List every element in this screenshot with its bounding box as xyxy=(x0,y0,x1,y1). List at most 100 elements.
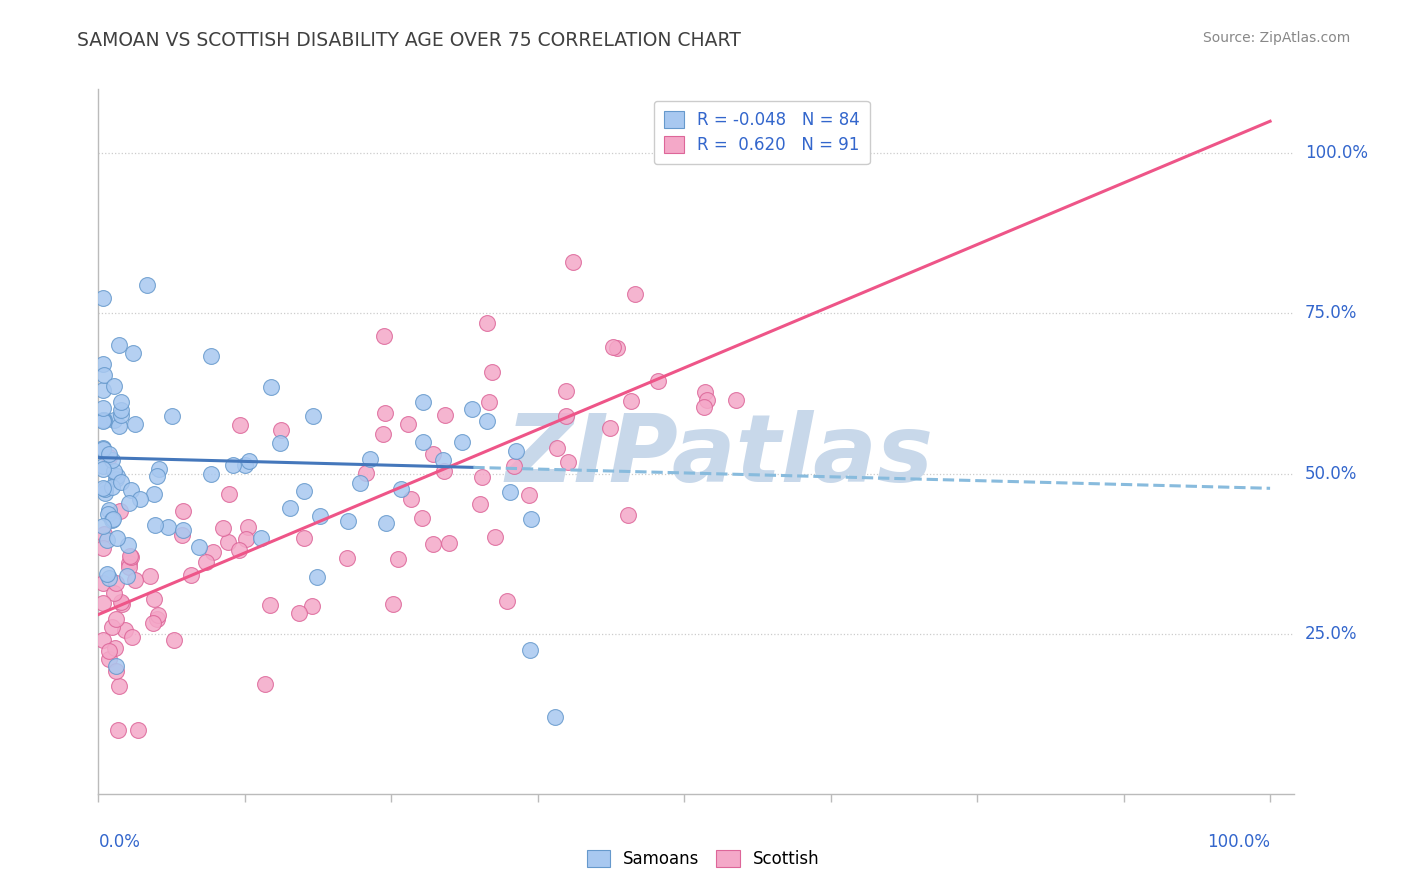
Point xyxy=(484,530,506,544)
Point xyxy=(561,254,583,268)
Point xyxy=(91,541,114,555)
Point xyxy=(505,444,527,458)
Point xyxy=(620,393,643,408)
Point xyxy=(399,491,422,506)
Point xyxy=(107,418,129,433)
Point xyxy=(544,710,567,724)
Point xyxy=(396,417,419,431)
Point xyxy=(114,624,136,638)
Point xyxy=(91,291,114,305)
Point xyxy=(91,632,114,647)
Point xyxy=(115,568,138,582)
Point xyxy=(387,552,409,566)
Point xyxy=(170,527,193,541)
Point xyxy=(602,340,624,354)
Point xyxy=(117,496,139,510)
Point xyxy=(108,679,131,693)
Point xyxy=(124,417,146,431)
Point xyxy=(93,412,115,426)
Point xyxy=(104,575,127,590)
Point xyxy=(105,612,128,626)
Point xyxy=(302,409,325,424)
Point xyxy=(97,508,120,522)
Point xyxy=(520,512,543,526)
Point xyxy=(496,594,519,608)
Point xyxy=(517,488,540,502)
Point xyxy=(104,472,127,486)
Point xyxy=(101,453,124,467)
Point xyxy=(105,469,128,483)
Point xyxy=(104,664,127,678)
Point xyxy=(146,608,169,623)
Point xyxy=(478,395,501,409)
Point xyxy=(259,380,281,394)
Point xyxy=(471,470,494,484)
Point xyxy=(503,458,526,473)
Point xyxy=(110,395,132,409)
Point xyxy=(91,462,114,476)
Point xyxy=(349,476,371,491)
Point xyxy=(278,500,301,515)
Point xyxy=(269,435,291,450)
Point xyxy=(233,458,256,473)
Point xyxy=(146,612,169,626)
Point xyxy=(228,543,250,558)
Point xyxy=(110,597,132,611)
Point xyxy=(229,417,252,432)
Point xyxy=(200,349,222,363)
Point xyxy=(91,383,114,397)
Point xyxy=(236,520,259,534)
Point xyxy=(97,447,120,461)
Point xyxy=(101,512,124,526)
Text: 100.0%: 100.0% xyxy=(1208,833,1270,851)
Point xyxy=(98,571,121,585)
Point xyxy=(301,599,323,613)
Point xyxy=(107,723,129,737)
Point xyxy=(93,368,115,382)
Point xyxy=(138,569,160,583)
Point xyxy=(201,545,224,559)
Point xyxy=(94,485,117,500)
Text: ZIPatlas: ZIPatlas xyxy=(506,409,934,501)
Point xyxy=(122,346,145,360)
Point xyxy=(124,573,146,587)
Point xyxy=(96,566,118,581)
Point xyxy=(238,454,260,468)
Point xyxy=(103,413,125,427)
Point xyxy=(108,503,131,517)
Point xyxy=(374,516,396,531)
Text: 75.0%: 75.0% xyxy=(1305,304,1357,322)
Point xyxy=(647,375,669,389)
Point xyxy=(309,509,332,524)
Point xyxy=(142,615,165,630)
Point xyxy=(98,651,121,665)
Point xyxy=(212,520,235,534)
Point xyxy=(110,409,132,423)
Point xyxy=(97,643,120,657)
Point xyxy=(104,659,127,673)
Point xyxy=(294,484,316,499)
Point xyxy=(292,531,315,545)
Point xyxy=(110,475,132,489)
Legend: R = -0.048   N = 84, R =  0.620   N = 91: R = -0.048 N = 84, R = 0.620 N = 91 xyxy=(654,101,870,164)
Point xyxy=(200,467,222,481)
Point xyxy=(163,633,186,648)
Point xyxy=(557,454,579,468)
Point xyxy=(142,487,165,501)
Point xyxy=(724,392,747,407)
Point xyxy=(103,464,125,478)
Point xyxy=(103,378,125,392)
Point xyxy=(693,400,716,414)
Point xyxy=(693,385,716,400)
Point xyxy=(222,458,245,472)
Point xyxy=(439,535,461,549)
Point xyxy=(118,556,141,570)
Point xyxy=(481,365,503,379)
Point xyxy=(103,585,125,599)
Point xyxy=(451,435,474,450)
Point xyxy=(254,677,277,691)
Text: 25.0%: 25.0% xyxy=(1305,624,1357,643)
Point xyxy=(135,277,157,292)
Point xyxy=(599,421,621,435)
Point xyxy=(389,482,412,496)
